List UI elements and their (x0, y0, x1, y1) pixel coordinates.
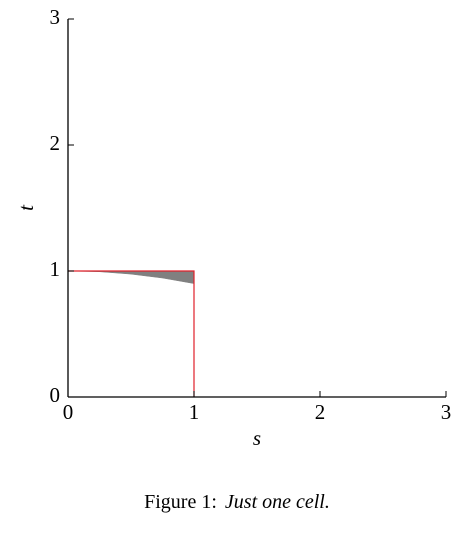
x-tick-label: 2 (315, 400, 326, 424)
y-axis-label: t (14, 204, 38, 211)
y-tick-label: 2 (50, 131, 61, 155)
x-tick-label: 0 (63, 400, 74, 424)
y-tick-label: 1 (50, 257, 61, 281)
y-tick-label: 3 (50, 5, 61, 29)
y-tick-label: 0 (50, 383, 61, 407)
shaded-area (67, 270, 195, 284)
boundary-line (68, 270, 195, 397)
caption-text: Just one cell. (225, 491, 330, 513)
x-tick-label: 1 (189, 400, 200, 424)
x-axis-label: s (253, 426, 261, 450)
x-tick-label: 3 (441, 400, 452, 424)
caption-label: Figure 1: (144, 491, 217, 513)
caption: Figure 1: Just one cell. (144, 491, 330, 513)
